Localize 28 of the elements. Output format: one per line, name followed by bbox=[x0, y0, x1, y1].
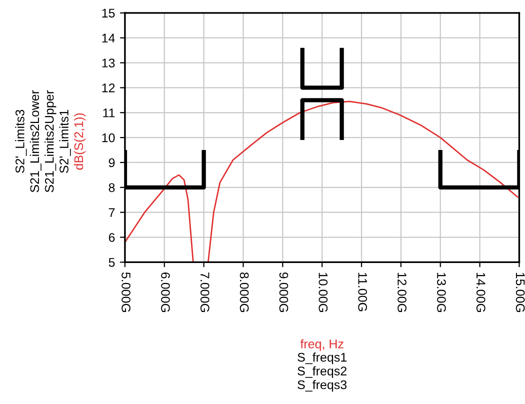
y-tick-label: 14 bbox=[102, 34, 115, 42]
y-tick-label: 7 bbox=[108, 208, 115, 217]
text: dB(S(2,1)) bbox=[74, 113, 86, 170]
x-axis-title: freq, Hz bbox=[300, 339, 344, 351]
y-tick-label: 11 bbox=[103, 108, 115, 118]
x-tick-label: 10.00G bbox=[318, 272, 328, 312]
x-tick-label: 11.00G bbox=[358, 272, 368, 312]
text: S_freqs2 bbox=[298, 366, 346, 378]
x-tick-label: 8.000G bbox=[240, 272, 249, 312]
y-tick-label: 12 bbox=[102, 84, 115, 92]
y-tick-label: 6 bbox=[108, 233, 115, 242]
x-tick-label: 7.000G bbox=[200, 272, 210, 312]
x-tick-label: 6.000G bbox=[161, 272, 170, 312]
y-axis-title: S2'_Limits1 S21_Limits2Upper S21_Limits2Lower S2'_Limits3 bbox=[15, 90, 71, 192]
x-tick-label: 14.00G bbox=[476, 272, 486, 312]
x-tick-label: 5.000G bbox=[122, 272, 130, 312]
y-tick-label: 5 bbox=[108, 258, 115, 267]
x-tick-label: 13.00G bbox=[437, 272, 446, 312]
y-tick-label: 10 bbox=[102, 133, 115, 142]
text: S_freqs3 bbox=[298, 380, 347, 392]
x-tick-label: 12.00G bbox=[398, 272, 406, 312]
x-tick-label: 15.00G bbox=[516, 272, 525, 312]
y-tick-label: 13 bbox=[102, 58, 115, 68]
text: S_freqs1 bbox=[298, 352, 346, 364]
y-tick-label: 9 bbox=[108, 158, 115, 168]
y-tick-label: 8 bbox=[108, 183, 115, 192]
y-tick-label: 15 bbox=[102, 8, 115, 18]
x-tick-label: 9.000G bbox=[279, 272, 288, 312]
